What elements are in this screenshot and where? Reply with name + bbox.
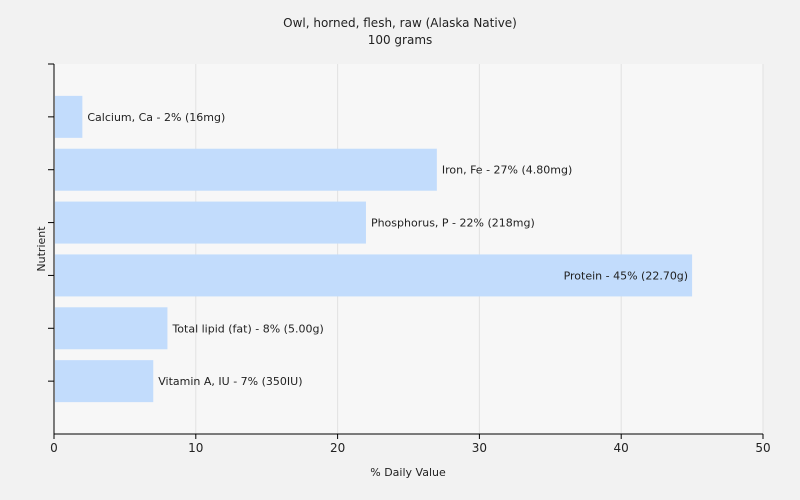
x-tick-label: 50 bbox=[755, 441, 770, 455]
chart-title: Owl, horned, flesh, raw (Alaska Native) bbox=[283, 16, 517, 30]
plot-area bbox=[54, 64, 763, 434]
chart-subtitle: 100 grams bbox=[368, 33, 433, 47]
bar bbox=[55, 360, 154, 403]
x-tick-label: 10 bbox=[188, 441, 203, 455]
grid-lines bbox=[195, 64, 764, 434]
bar-data-label: Protein - 45% (22.70g) bbox=[564, 269, 689, 282]
x-tick-label: 20 bbox=[330, 441, 345, 455]
x-tick-label: 0 bbox=[50, 441, 58, 455]
x-tick-label: 30 bbox=[472, 441, 487, 455]
y-axis-ticks bbox=[48, 63, 54, 382]
bar-labels: Calcium, Ca - 2% (16mg) Iron, Fe - 27% (4… bbox=[87, 111, 688, 388]
bar-data-label: Vitamin A, IU - 7% (350IU) bbox=[158, 375, 302, 388]
bars bbox=[55, 95, 693, 403]
x-axis-title: % Daily Value bbox=[370, 466, 446, 479]
bar-data-label: Total lipid (fat) - 8% (5.00g) bbox=[171, 322, 323, 335]
bar-data-label: Iron, Fe - 27% (4.80mg) bbox=[442, 164, 572, 177]
x-axis-ticks: 0 10 20 30 40 50 bbox=[50, 434, 771, 455]
x-tick-label: 40 bbox=[614, 441, 629, 455]
bar bbox=[55, 95, 83, 138]
bar bbox=[55, 254, 693, 297]
bar bbox=[55, 201, 366, 244]
y-axis-title: Nutrient bbox=[35, 226, 48, 272]
bar bbox=[55, 148, 437, 191]
bar-data-label: Phosphorus, P - 22% (218mg) bbox=[371, 217, 535, 230]
bar bbox=[55, 307, 168, 350]
bar-data-label: Calcium, Ca - 2% (16mg) bbox=[87, 111, 225, 124]
axes bbox=[53, 64, 763, 435]
